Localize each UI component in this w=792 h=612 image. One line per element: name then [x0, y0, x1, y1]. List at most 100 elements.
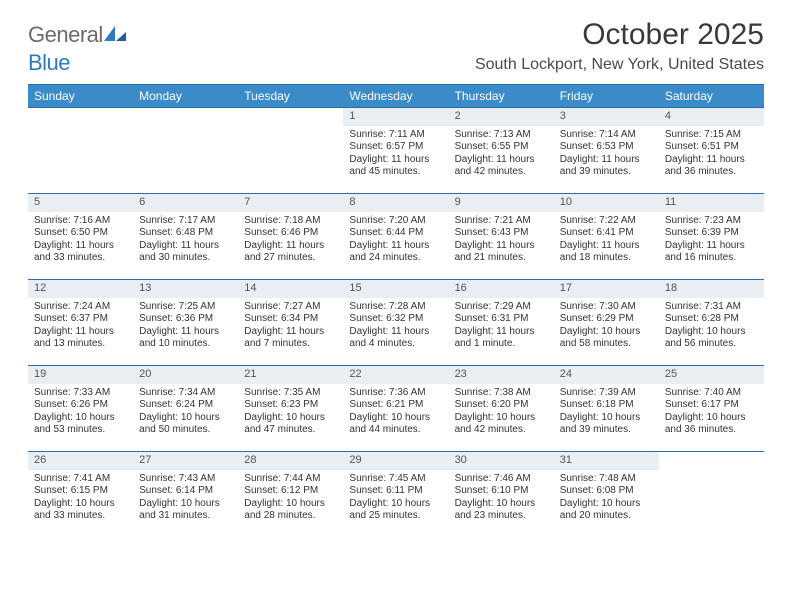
daylight-line: Daylight: 10 hours and 25 minutes. [349, 498, 442, 523]
sunset-line: Sunset: 6:20 PM [455, 399, 548, 412]
sunset-line: Sunset: 6:46 PM [244, 227, 337, 240]
calendar-cell: 22Sunrise: 7:36 AMSunset: 6:21 PMDayligh… [343, 366, 448, 452]
sunrise-line: Sunrise: 7:31 AM [665, 301, 758, 314]
calendar-cell: 20 Sunrise: 7:34 AMSunset: 6:24 PMDayligh… [133, 366, 238, 452]
day-number: 1 [343, 108, 448, 126]
day-number: 5 [28, 194, 133, 212]
daylight-line: Daylight: 10 hours and 53 minutes. [34, 412, 127, 437]
calendar-week-row: 12Sunrise: 7:24 AMSunset: 6:37 PMDayligh… [28, 280, 764, 366]
daylight-line: Daylight: 11 hours and 30 minutes. [139, 240, 232, 265]
calendar-cell: 27Sunrise: 7:43 AMSunset: 6:14 PMDayligh… [133, 452, 238, 538]
calendar-body: 1Sunrise: 7:11 AMSunset: 6:57 PMDaylight… [28, 108, 764, 538]
sunrise-line: Sunrise: 7:34 AM [139, 387, 232, 400]
day-number: 22 [343, 366, 448, 384]
daylight-line: Daylight: 10 hours and 50 minutes. [139, 412, 232, 437]
day-number: 23 [449, 366, 554, 384]
daylight-line: Daylight: 11 hours and 36 minutes. [665, 154, 758, 179]
daylight-line: Daylight: 11 hours and 39 minutes. [560, 154, 653, 179]
calendar-week-row: 1Sunrise: 7:11 AMSunset: 6:57 PMDaylight… [28, 108, 764, 194]
calendar-cell: 14Sunrise: 7:27 AMSunset: 6:34 PMDayligh… [238, 280, 343, 366]
day-number: 18 [659, 280, 764, 298]
sunset-line: Sunset: 6:10 PM [455, 485, 548, 498]
day-number: 21 [238, 366, 343, 384]
calendar-week-row: 26Sunrise: 7:41 AMSunset: 6:15 PMDayligh… [28, 452, 764, 538]
calendar-head: SundayMondayTuesdayWednesdayThursdayFrid… [28, 85, 764, 108]
sunrise-line: Sunrise: 7:36 AM [349, 387, 442, 400]
calendar-cell [28, 108, 133, 194]
sunrise-line: Sunrise: 7:24 AM [34, 301, 127, 314]
sunrise-line: Sunrise: 7:38 AM [455, 387, 548, 400]
sunset-line: Sunset: 6:24 PM [139, 399, 232, 412]
day-number: 15 [343, 280, 448, 298]
calendar-page: GeneralBlue October 2025 South Lockport,… [0, 0, 792, 538]
sunrise-line: Sunrise: 7:40 AM [665, 387, 758, 400]
daylight-line: Daylight: 10 hours and 36 minutes. [665, 412, 758, 437]
sunrise-line: Sunrise: 7:21 AM [455, 215, 548, 228]
logo: GeneralBlue [28, 18, 126, 76]
calendar-cell: 19Sunrise: 7:33 AMSunset: 6:26 PMDayligh… [28, 366, 133, 452]
calendar-cell: 17Sunrise: 7:30 AMSunset: 6:29 PMDayligh… [554, 280, 659, 366]
location: South Lockport, New York, United States [475, 56, 764, 74]
daylight-line: Daylight: 11 hours and 4 minutes. [349, 326, 442, 351]
sunset-line: Sunset: 6:57 PM [349, 141, 442, 154]
sunset-line: Sunset: 6:14 PM [139, 485, 232, 498]
daylight-line: Daylight: 11 hours and 10 minutes. [139, 326, 232, 351]
sunset-line: Sunset: 6:36 PM [139, 313, 232, 326]
daylight-line: Daylight: 10 hours and 58 minutes. [560, 326, 653, 351]
calendar-cell: 6Sunrise: 7:17 AMSunset: 6:48 PMDaylight… [133, 194, 238, 280]
sunrise-line: Sunrise: 7:41 AM [34, 473, 127, 486]
daylight-line: Daylight: 10 hours and 23 minutes. [455, 498, 548, 523]
calendar-cell: 10Sunrise: 7:22 AMSunset: 6:41 PMDayligh… [554, 194, 659, 280]
day-number: 20 [133, 366, 238, 384]
day-number: 10 [554, 194, 659, 212]
sunset-line: Sunset: 6:21 PM [349, 399, 442, 412]
daylight-line: Daylight: 11 hours and 21 minutes. [455, 240, 548, 265]
day-number: 14 [238, 280, 343, 298]
day-number: 30 [449, 452, 554, 470]
calendar-cell [659, 452, 764, 538]
day-number: 31 [554, 452, 659, 470]
sunrise-line: Sunrise: 7:18 AM [244, 215, 337, 228]
calendar-cell [133, 108, 238, 194]
sunset-line: Sunset: 6:15 PM [34, 485, 127, 498]
logo-text: GeneralBlue [28, 22, 126, 76]
sunset-line: Sunset: 6:48 PM [139, 227, 232, 240]
sunset-line: Sunset: 6:12 PM [244, 485, 337, 498]
sunset-line: Sunset: 6:50 PM [34, 227, 127, 240]
sunrise-line: Sunrise: 7:15 AM [665, 129, 758, 142]
calendar-cell: 23Sunrise: 7:38 AMSunset: 6:20 PMDayligh… [449, 366, 554, 452]
sunset-line: Sunset: 6:55 PM [455, 141, 548, 154]
day-number: 29 [343, 452, 448, 470]
day-header: Tuesday [238, 85, 343, 108]
daylight-line: Daylight: 11 hours and 16 minutes. [665, 240, 758, 265]
sunset-line: Sunset: 6:43 PM [455, 227, 548, 240]
calendar-cell: 9Sunrise: 7:21 AMSunset: 6:43 PMDaylight… [449, 194, 554, 280]
day-number: 28 [238, 452, 343, 470]
calendar-week-row: 5 Sunrise: 7:16 AMSunset: 6:50 PM Daylight… [28, 194, 764, 280]
daylight-line: Daylight: 11 hours and 1 minute. [455, 326, 548, 351]
day-number: 24 [554, 366, 659, 384]
sunrise-line: Sunrise: 7:46 AM [455, 473, 548, 486]
calendar-cell [238, 108, 343, 194]
daylight-line: Daylight: 10 hours and 33 minutes. [34, 498, 127, 523]
calendar-cell: 12Sunrise: 7:24 AMSunset: 6:37 PMDayligh… [28, 280, 133, 366]
day-number: 27 [133, 452, 238, 470]
day-header: Saturday [659, 85, 764, 108]
day-number: 3 [554, 108, 659, 126]
daylight-line: Daylight: 11 hours and 42 minutes. [455, 154, 548, 179]
sunset-line: Sunset: 6:32 PM [349, 313, 442, 326]
sunrise-line: Sunrise: 7:16 AM [34, 215, 127, 228]
daylight-line: Daylight: 11 hours and 27 minutes. [244, 240, 337, 265]
sunset-line: Sunset: 6:08 PM [560, 485, 653, 498]
daylight-line: Daylight: 10 hours and 56 minutes. [665, 326, 758, 351]
day-number: 6 [133, 194, 238, 212]
day-number: 13 [133, 280, 238, 298]
sunset-line: Sunset: 6:53 PM [560, 141, 653, 154]
calendar-cell: 18Sunrise: 7:31 AMSunset: 6:28 PMDayligh… [659, 280, 764, 366]
calendar-cell: 1Sunrise: 7:11 AMSunset: 6:57 PMDaylight… [343, 108, 448, 194]
logo-sail-icon [104, 22, 126, 48]
calendar-cell: 4Sunrise: 7:15 AMSunset: 6:51 PMDaylight… [659, 108, 764, 194]
sunrise-line: Sunrise: 7:20 AM [349, 215, 442, 228]
sunset-line: Sunset: 6:44 PM [349, 227, 442, 240]
sunset-line: Sunset: 6:18 PM [560, 399, 653, 412]
